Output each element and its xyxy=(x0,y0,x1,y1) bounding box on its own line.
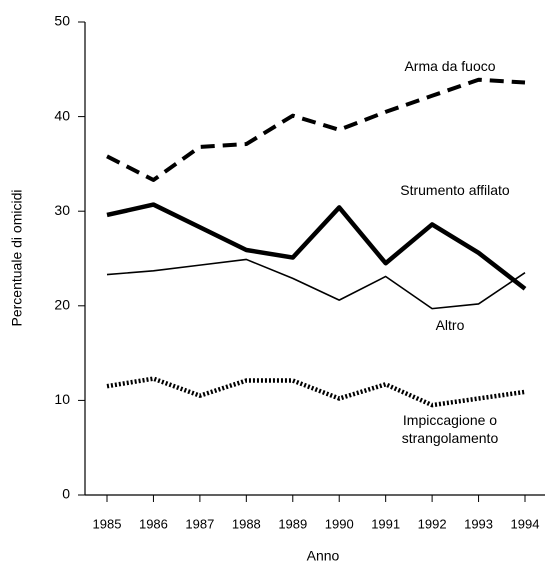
series-label: Impiccagione o strangolamento xyxy=(401,412,499,446)
y-tick-label: 40 xyxy=(54,107,70,123)
series-line xyxy=(106,376,526,408)
series-label: Strumento affilato xyxy=(400,182,510,198)
y-tick-label: 0 xyxy=(62,486,70,502)
y-axis-label: Percentuale di omicidi xyxy=(9,190,25,327)
series-label: Arma da fuoco xyxy=(404,58,496,74)
x-tick-label: 1994 xyxy=(511,516,540,531)
x-tick-label: 1991 xyxy=(371,516,400,531)
series-line xyxy=(106,258,526,310)
x-tick-label: 1987 xyxy=(185,516,214,531)
x-tick-label: 1993 xyxy=(464,516,493,531)
series-label: Altro xyxy=(435,317,465,333)
series-line xyxy=(106,202,527,291)
y-tick-label: 20 xyxy=(54,297,70,313)
y-tick-label: 10 xyxy=(54,391,70,407)
x-tick-label: 1985 xyxy=(93,516,122,531)
x-tick-label: 1992 xyxy=(418,516,447,531)
x-tick-label: 1990 xyxy=(325,516,354,531)
x-axis-label: Anno xyxy=(307,548,340,564)
x-tick-label: 1988 xyxy=(232,516,261,531)
series-line xyxy=(106,77,526,182)
x-tick-label: 1989 xyxy=(278,516,307,531)
x-tick-label: 1986 xyxy=(139,516,168,531)
y-tick-label: 50 xyxy=(54,13,70,29)
y-tick-label: 30 xyxy=(54,202,70,218)
